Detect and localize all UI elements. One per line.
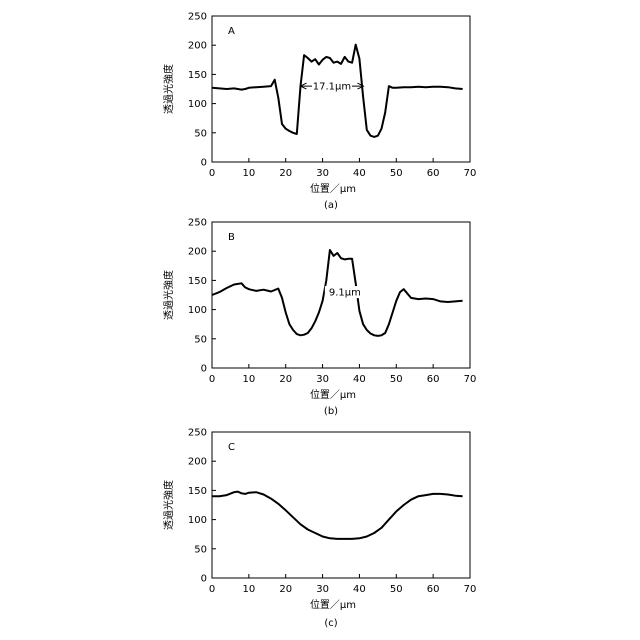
figure-caption: (b) (324, 406, 338, 417)
y-tick-label: 200 (188, 247, 207, 258)
x-axis-label: 位置／μm (310, 598, 356, 611)
x-tick-label: 0 (209, 168, 215, 179)
x-axis-label: 位置／μm (310, 182, 356, 195)
x-tick-label: 60 (427, 584, 440, 595)
chart-panel-a: 0 50 100 150 200 250 0 10 20 30 40 50 60 70 A 透過光強度位置／μ… (162, 12, 476, 212)
y-tick-label: 200 (188, 457, 207, 468)
y-tick-label: 100 (188, 99, 207, 110)
x-tick-label: 10 (242, 584, 255, 595)
x-tick-label: 40 (353, 584, 366, 595)
plot-frame (212, 432, 470, 578)
x-tick-label: 60 (427, 168, 440, 179)
x-tick-label: 30 (316, 584, 329, 595)
x-tick-label: 50 (390, 584, 403, 595)
chart-panel-b: 0 50 100 150 200 250 0 10 20 30 40 50 60 70 B 透過光強度位置／μ… (162, 218, 476, 418)
y-tick-label: 250 (188, 428, 207, 439)
x-tick-label: 10 (242, 168, 255, 179)
x-tick-label: 40 (353, 168, 366, 179)
figure-caption: (a) (324, 200, 338, 211)
x-tick-label: 70 (464, 584, 477, 595)
width-annotation-label: 17.1μm (313, 82, 351, 93)
y-tick-label: 50 (194, 128, 207, 139)
panel-label: B (228, 232, 235, 243)
y-axis-label: 透過光強度 (162, 480, 175, 530)
y-tick-label: 150 (188, 486, 207, 497)
x-tick-label: 10 (242, 374, 255, 385)
x-axis-label: 位置／μm (310, 388, 356, 401)
y-tick-label: 150 (188, 276, 207, 287)
x-tick-label: 40 (353, 374, 366, 385)
y-axis-label: 透過光強度 (162, 64, 175, 114)
x-tick-label: 20 (279, 584, 292, 595)
y-tick-label: 50 (194, 334, 207, 345)
y-tick-label: 100 (188, 305, 207, 316)
x-tick-label: 60 (427, 374, 440, 385)
y-tick-label: 200 (188, 41, 207, 52)
x-tick-label: 20 (279, 374, 292, 385)
x-tick-label: 20 (279, 168, 292, 179)
x-tick-label: 30 (316, 374, 329, 385)
y-tick-label: 250 (188, 218, 207, 229)
chart-panel-c: 0 50 100 150 200 250 0 10 20 30 40 50 60 70 C 透過光強度位置／μ… (162, 428, 476, 630)
x-tick-label: 70 (464, 168, 477, 179)
y-axis-label: 透過光強度 (162, 270, 175, 320)
x-tick-label: 0 (209, 584, 215, 595)
panel-label: A (228, 26, 235, 37)
width-annotation-label: 9.1μm (329, 288, 361, 299)
y-tick-label: 250 (188, 12, 207, 23)
x-tick-label: 50 (390, 374, 403, 385)
x-tick-label: 30 (316, 168, 329, 179)
y-tick-label: 0 (201, 364, 207, 375)
figure-caption: (c) (324, 618, 337, 629)
y-tick-label: 0 (201, 158, 207, 169)
y-tick-label: 50 (194, 544, 207, 555)
y-tick-label: 100 (188, 515, 207, 526)
x-tick-label: 0 (209, 374, 215, 385)
x-tick-label: 70 (464, 374, 477, 385)
y-tick-label: 0 (201, 574, 207, 585)
y-tick-label: 150 (188, 70, 207, 81)
x-tick-label: 50 (390, 168, 403, 179)
panel-label: C (228, 442, 235, 453)
series-line (212, 492, 463, 539)
